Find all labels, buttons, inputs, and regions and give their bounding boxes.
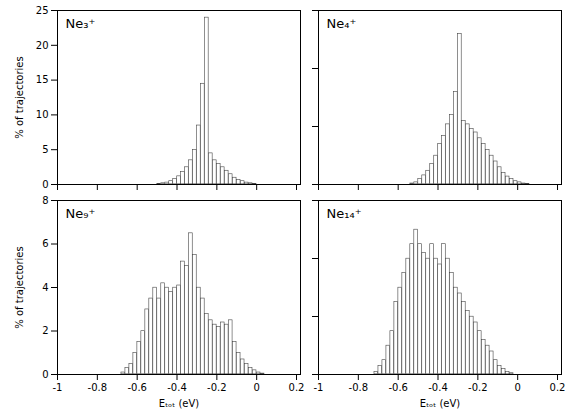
svg-text:15: 15: [36, 74, 49, 85]
svg-text:Eₜₒₜ (eV): Eₜₒₜ (eV): [420, 398, 460, 409]
svg-text:-0.6: -0.6: [388, 382, 408, 393]
svg-text:-0.8: -0.8: [88, 382, 108, 393]
svg-text:0: 0: [42, 179, 48, 190]
svg-text:10: 10: [36, 109, 49, 120]
svg-text:0.2: 0.2: [289, 382, 305, 393]
svg-text:-0.4: -0.4: [428, 382, 448, 393]
svg-text:20: 20: [36, 40, 49, 51]
svg-text:Ne₁₄⁺: Ne₁₄⁺: [327, 206, 362, 221]
svg-text:6: 6: [42, 238, 48, 249]
svg-text:-0.2: -0.2: [207, 382, 227, 393]
svg-text:-0.2: -0.2: [468, 382, 488, 393]
svg-text:% of trajectories: % of trajectories: [14, 246, 25, 328]
svg-text:Eₜₒₜ (eV): Eₜₒₜ (eV): [159, 398, 199, 409]
svg-text:8: 8: [42, 195, 48, 206]
svg-text:4: 4: [42, 282, 48, 293]
svg-text:-0.4: -0.4: [167, 382, 187, 393]
svg-text:-1: -1: [314, 382, 324, 393]
svg-text:0: 0: [42, 369, 48, 380]
svg-text:% of trajectories: % of trajectories: [14, 56, 25, 138]
svg-text:Ne₉⁺: Ne₉⁺: [66, 206, 96, 221]
svg-text:2: 2: [42, 325, 48, 336]
svg-text:-0.6: -0.6: [127, 382, 147, 393]
svg-text:0.2: 0.2: [550, 382, 566, 393]
svg-text:-1: -1: [53, 382, 63, 393]
svg-text:5: 5: [42, 144, 48, 155]
svg-text:-0.8: -0.8: [349, 382, 369, 393]
svg-text:0: 0: [514, 382, 520, 393]
svg-text:0: 0: [253, 382, 259, 393]
svg-text:Ne₃⁺: Ne₃⁺: [66, 16, 96, 31]
svg-text:Ne₄⁺: Ne₄⁺: [327, 16, 357, 31]
svg-text:25: 25: [36, 5, 49, 16]
